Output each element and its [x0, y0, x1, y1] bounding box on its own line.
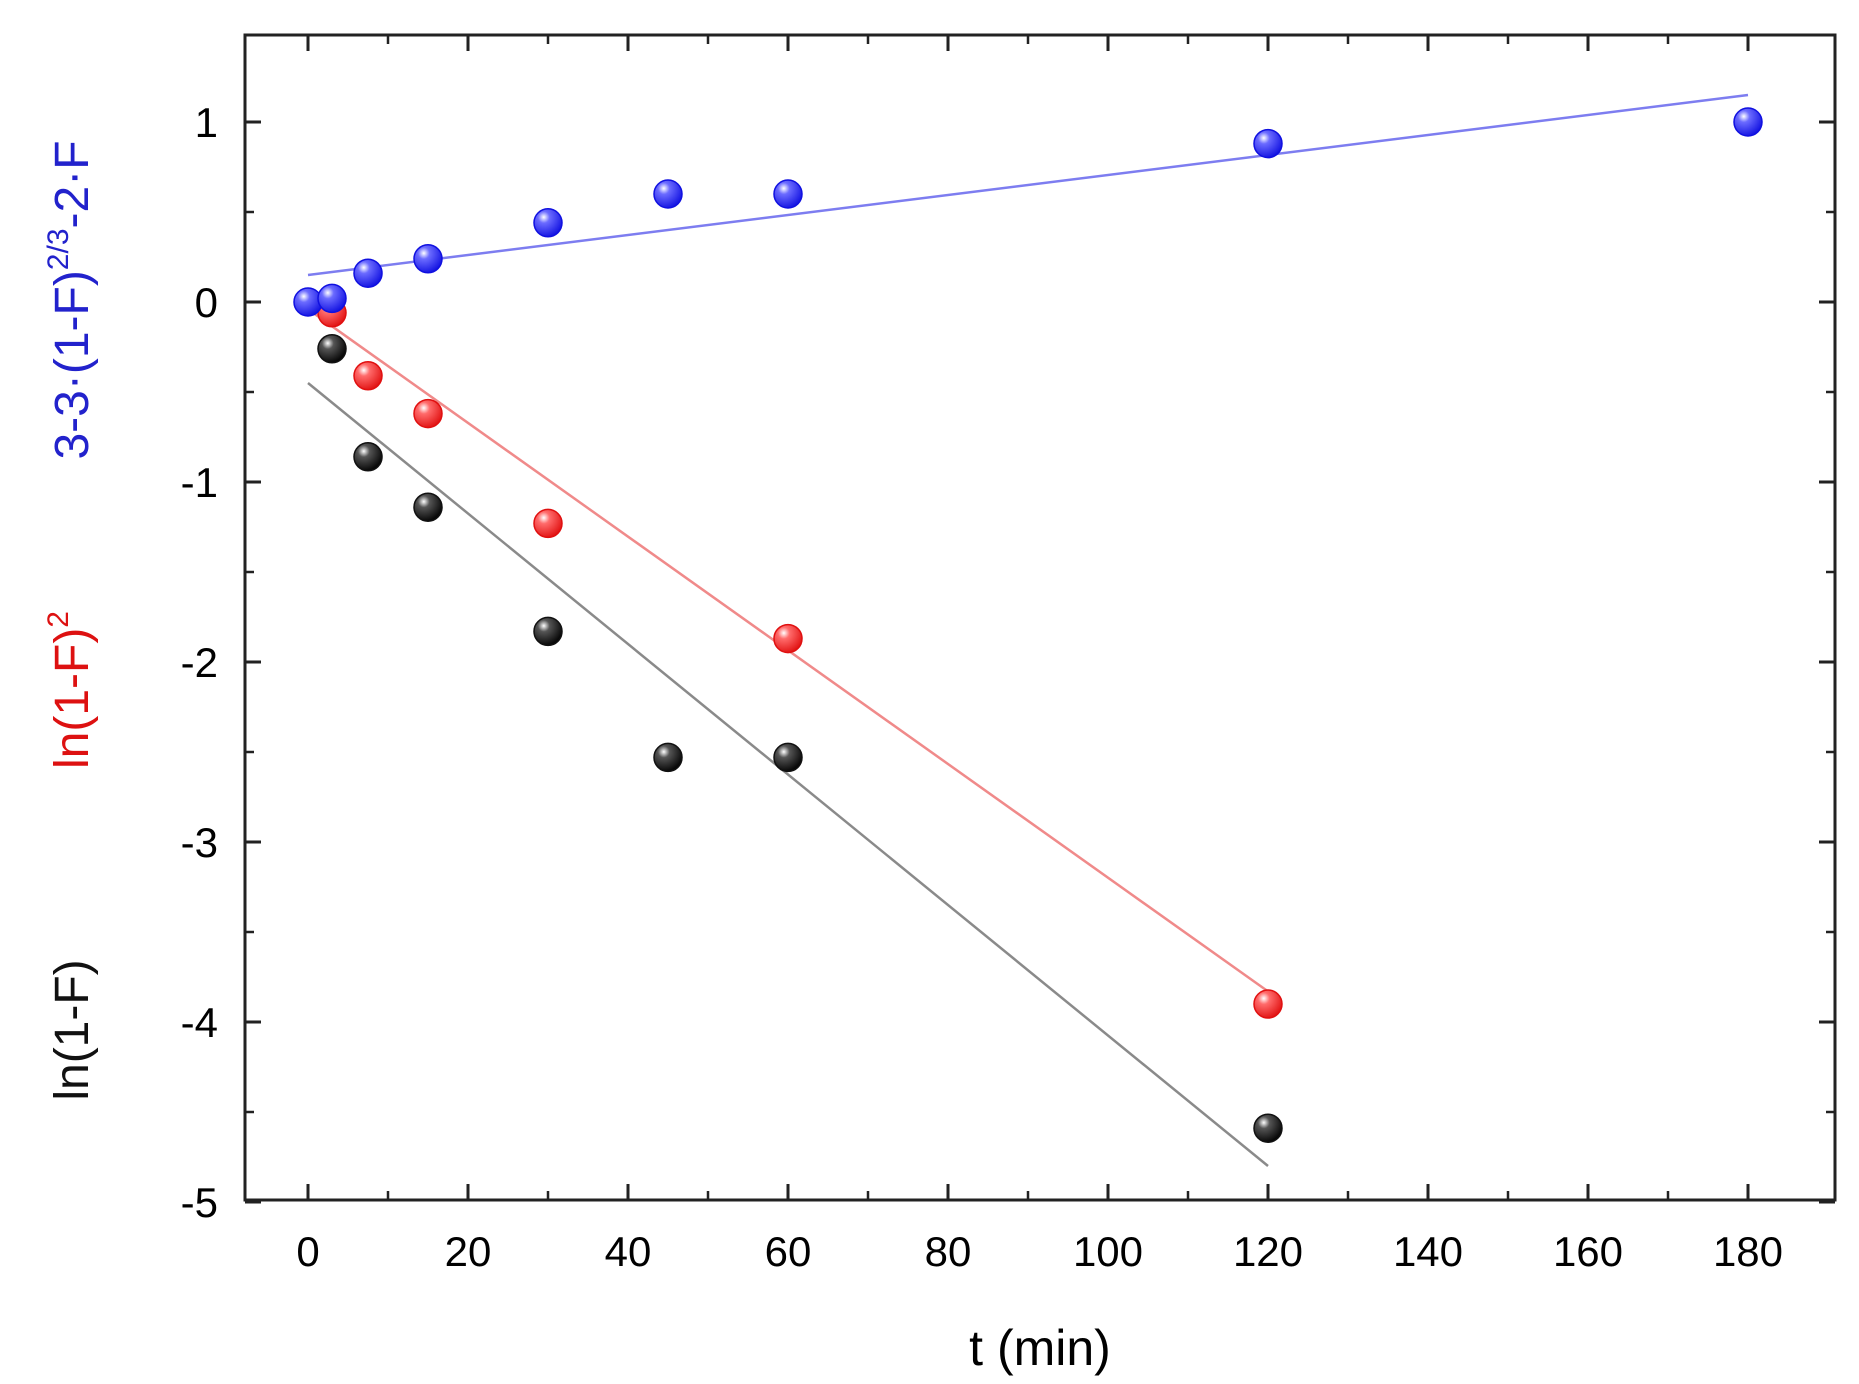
- data-point-series-2: [773, 742, 803, 773]
- y-title-red-base: ln(1-F): [46, 628, 99, 769]
- data-point-series-1: [773, 623, 803, 654]
- y-axis-title-black: ln(1-F): [46, 959, 99, 1100]
- x-tick-label: 120: [1233, 1228, 1303, 1275]
- data-point-series-1: [533, 508, 563, 539]
- data-point-series-2: [317, 334, 347, 364]
- data-point-series-1: [353, 361, 383, 391]
- y-title-blue-base: 3-3·(1-F): [46, 270, 99, 459]
- fit-lines: [307, 93, 1749, 1167]
- y-axis-title-red: ln(1-F)2: [42, 611, 99, 769]
- data-point-series-1: [1253, 989, 1283, 1019]
- y-title-blue-sup: 2/3: [42, 228, 75, 270]
- x-tick-label: 180: [1713, 1228, 1783, 1275]
- y-tick-label: 1: [195, 99, 218, 146]
- x-tick-label: 0: [296, 1228, 319, 1275]
- data-point-series-0: [413, 244, 443, 274]
- y-title-black-base: ln(1-F): [46, 959, 99, 1100]
- x-axis-ticks: 0 20 40 60 80 100 120 140 160 180: [296, 35, 1783, 1275]
- y-axis-ticks: -5 -4 -3 -2 -1 0 1: [181, 99, 1835, 1226]
- x-tick-label: 80: [925, 1228, 972, 1275]
- x-tick-label: 160: [1553, 1228, 1623, 1275]
- x-tick-label: 100: [1073, 1228, 1143, 1275]
- data-point-series-2: [653, 742, 683, 773]
- y-tick-label: -2: [181, 639, 218, 686]
- y-title-red-sup: 2: [42, 611, 75, 628]
- data-point-series-0: [653, 179, 683, 209]
- y-tick-label: -4: [181, 999, 218, 1046]
- y-axis-title-blue: 3-3·(1-F)2/3-2·F: [42, 140, 99, 459]
- data-point-series-2: [533, 616, 563, 647]
- data-points: [293, 107, 1763, 1143]
- y-tick-label: -3: [181, 819, 218, 866]
- data-point-series-0: [317, 283, 347, 314]
- fit-line-series-2: [307, 382, 1269, 1167]
- y-tick-label: 0: [195, 279, 218, 326]
- data-point-series-2: [413, 492, 443, 522]
- x-tick-label: 60: [765, 1228, 812, 1275]
- data-point-series-1: [413, 398, 443, 429]
- data-point-series-2: [1253, 1113, 1283, 1143]
- y-title-blue-tail: -2·F: [46, 140, 99, 228]
- x-tick-label: 40: [605, 1228, 652, 1275]
- data-point-series-0: [1733, 107, 1763, 137]
- y-tick-label: -5: [181, 1179, 218, 1226]
- data-point-series-0: [533, 208, 563, 238]
- x-tick-label: 20: [445, 1228, 492, 1275]
- y-tick-label: -1: [181, 459, 218, 506]
- data-point-series-0: [1253, 128, 1283, 159]
- x-axis-title: t (min): [969, 1320, 1111, 1376]
- fit-line-series-0: [307, 93, 1749, 277]
- data-point-series-0: [773, 179, 803, 209]
- data-point-series-0: [353, 258, 383, 288]
- data-point-series-2: [353, 442, 383, 472]
- plot-frame: [243, 33, 1837, 1202]
- x-tick-label: 140: [1393, 1228, 1463, 1275]
